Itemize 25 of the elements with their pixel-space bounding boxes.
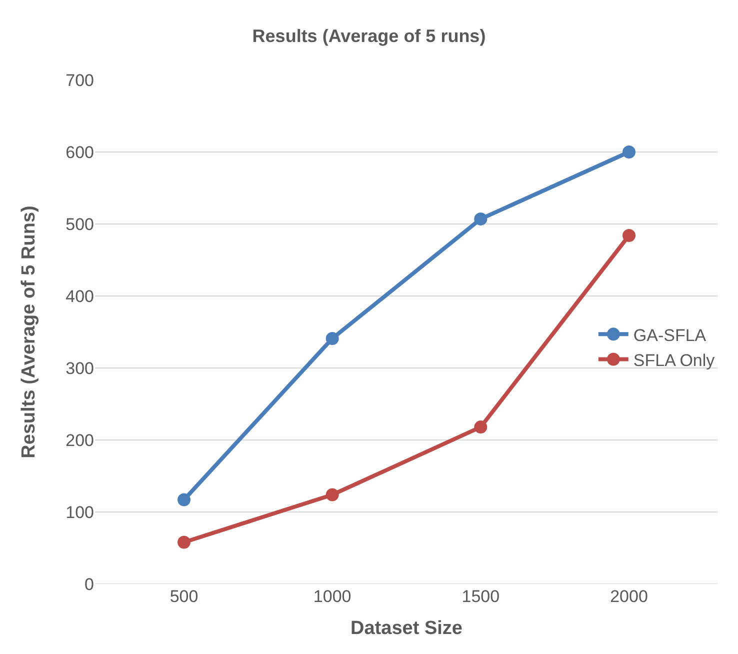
legend-label: SFLA Only bbox=[633, 350, 716, 370]
point bbox=[178, 536, 190, 549]
y-tick-label: 200 bbox=[66, 430, 94, 450]
y-tick-label: 400 bbox=[66, 286, 94, 306]
y-axis-title: Results (Average of 5 Runs) bbox=[18, 206, 40, 458]
x-axis-title: Dataset Size bbox=[350, 618, 462, 639]
x-tick-label: 2000 bbox=[610, 587, 648, 606]
y-tick-label: 100 bbox=[66, 502, 94, 522]
y-tick-label: 0 bbox=[84, 574, 94, 594]
x-tick-label: 1000 bbox=[313, 587, 352, 606]
point bbox=[326, 488, 339, 502]
x-tick-label: 500 bbox=[170, 587, 198, 606]
y-tick-label: 500 bbox=[66, 214, 94, 234]
point bbox=[178, 493, 190, 506]
point bbox=[326, 332, 339, 345]
chart-title: Results (Average of 5 runs) bbox=[252, 26, 486, 46]
y-tick-label: 700 bbox=[66, 70, 94, 90]
point bbox=[622, 146, 636, 158]
x-tick-label: 1500 bbox=[462, 587, 500, 606]
point bbox=[622, 229, 636, 242]
point bbox=[474, 420, 488, 434]
legend-label: GA-SFLA bbox=[633, 326, 707, 345]
y-tick-label: 600 bbox=[66, 142, 94, 162]
y-tick-label: 300 bbox=[66, 358, 94, 378]
point bbox=[474, 212, 488, 226]
